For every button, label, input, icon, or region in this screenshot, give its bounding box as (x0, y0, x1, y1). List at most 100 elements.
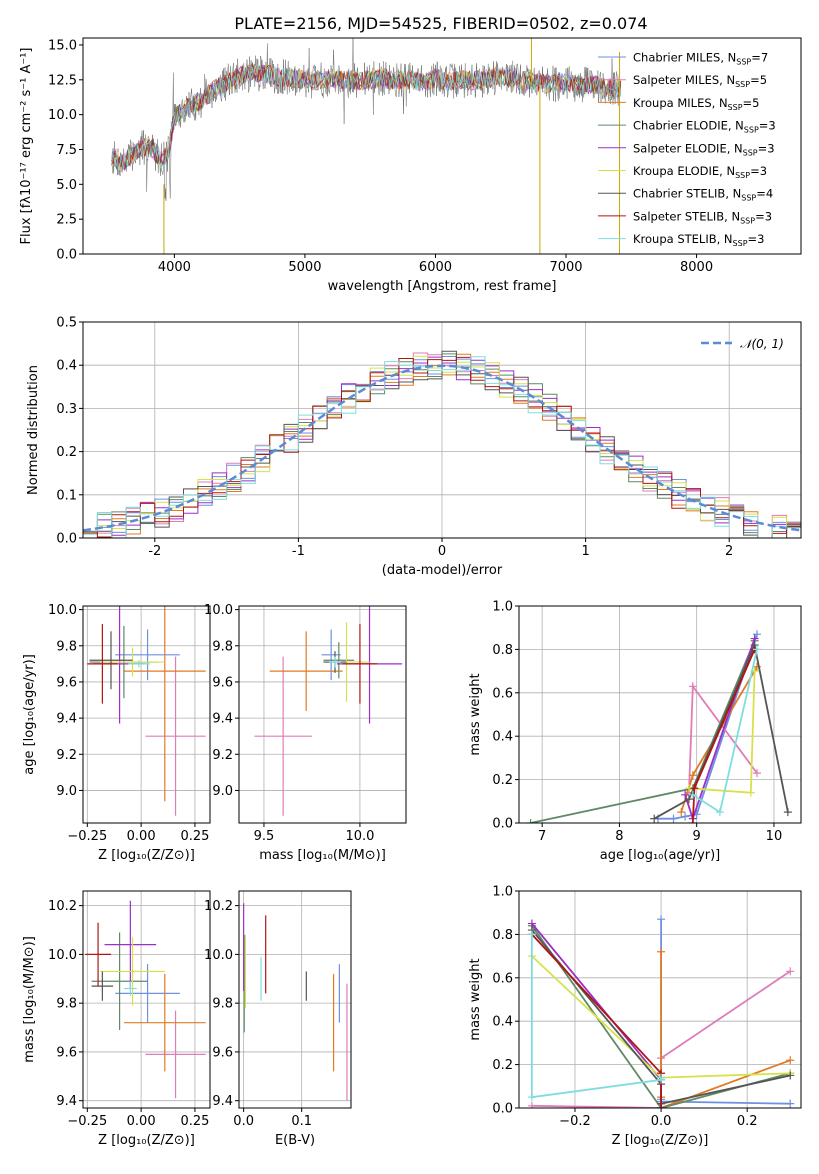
legend-label: Kroupa MILES, NSSP=5 (633, 96, 759, 112)
residuals-ytick-label: 0.3 (56, 402, 77, 417)
model-spectrum-salpeter-stelib (111, 64, 622, 170)
weight-line-kroupa-elodie (684, 667, 759, 797)
weight-line-kroupa-stelib-marker (752, 645, 761, 654)
weight_vs_age-xtick-label: 7 (538, 829, 546, 844)
weight-line-kroupa-stelib-marker (527, 1093, 536, 1102)
figure-title: PLATE=2156, MJD=54525, FIBERID=0502, z=0… (234, 14, 647, 33)
weight-line-chabrier-miles-marker (681, 812, 690, 821)
histogram-kroupa-stelib (83, 356, 801, 538)
mass_vs_Z-ytick-label: 10.0 (48, 948, 77, 963)
errorbar-chabrier-miles (321, 629, 341, 681)
mass_vs_ebv-ytick-label: 9.8 (212, 997, 233, 1012)
residuals-axes: -2 -1 0 1 2 0.0 0.1 0.2 0.3 0.4 0.5 (data-model)/er… (26, 316, 802, 578)
errorbar-kroupa-miles (123, 973, 206, 1072)
errorbar-salpeter-stelib (342, 624, 378, 704)
age_vs_mass-ytick-label: 9.4 (212, 712, 233, 727)
residuals-ytick-label: 0.2 (56, 445, 77, 460)
spectrum-ylabel: Flux [fλ10⁻¹⁷ erg cm⁻² s⁻¹ A⁻¹] (19, 48, 34, 245)
weight_vs_Z-xlabel: Z [log₁₀(Z/Z⊙)] (612, 1133, 709, 1148)
weight_vs_age-xtick-label: 10 (766, 829, 783, 844)
age_vs_Z-xtick-label: 0.25 (180, 829, 209, 844)
weight-line-kroupa-stelib-marker (657, 1073, 666, 1082)
weight-line-kroupa-stelib-marker (527, 930, 536, 939)
residuals-xtick-label: 0 (438, 544, 446, 559)
spectrum-ytick-label: 15.0 (48, 38, 77, 53)
weight_vs_age-frame (518, 605, 802, 824)
mass_vs_Z-ylabel: mass [log₁₀(M/M⊙)] (22, 936, 37, 1063)
age_vs_mass-xlabel: mass [log₁₀(M/M⊙)] (259, 848, 386, 863)
errorbar-salpeter-miles (145, 1010, 206, 1099)
age_vs_Z-frame (82, 605, 211, 824)
model-spectrum-chabrier-stelib (111, 65, 622, 170)
errorbar-chabrier-miles (115, 964, 180, 1023)
weight-line-salpeter-miles-marker (527, 1101, 536, 1108)
weight-line-chabrier-miles-marker (669, 814, 678, 823)
age_vs_mass-axes: 9.5 10.0 9.0 9.2 9.4 9.6 9.8 10.0 mass [log₁₀(M/… (204, 603, 407, 863)
weight-line-kroupa-miles-marker (677, 808, 686, 817)
mass_vs_Z-ytick-label: 9.6 (56, 1045, 77, 1060)
mass_vs_Z-xtick-label: 0.25 (180, 1114, 209, 1129)
weight_vs_Z-axes: −0.2 0.0 0.2 0.0 0.2 0.4 0.6 0.8 1.0 Z [log₁₀(Z/Z… (468, 885, 802, 1148)
errorbar-salpeter-elodie (104, 900, 157, 989)
age_vs_mass-frame (238, 605, 407, 824)
spectrum-ytick-label: 2.5 (56, 213, 77, 228)
residuals-ytick-label: 0.4 (56, 359, 77, 374)
weight_vs_age-ylabel: mass weight (468, 673, 483, 755)
legend-label: Chabrier ELODIE, NSSP=3 (633, 119, 776, 135)
errorbar-kroupa-stelib (128, 660, 150, 668)
weight-line-salpeter-miles-marker (752, 769, 761, 778)
weight_vs_Z-ylabel: mass weight (468, 958, 483, 1040)
weight_vs_Z-ytick-label: 0.0 (492, 1102, 513, 1117)
age_vs_mass-ytick-label: 9.0 (212, 784, 233, 799)
weight-line-chabrier-stelib (650, 641, 792, 823)
weight-line-chabrier-elodie-marker (526, 819, 535, 823)
residuals-xlabel: (data-model)/error (382, 563, 503, 578)
weight_vs_age-ytick-label: 0.8 (492, 643, 513, 658)
legend-label: Salpeter STELIB, NSSP=3 (633, 209, 772, 225)
age_vs_mass-ytick-label: 10.0 (204, 603, 233, 618)
gaussian-reference (83, 364, 801, 532)
spectrum-xtick-label: 8000 (680, 260, 713, 275)
weight-line-chabrier-elodie-path (530, 640, 756, 823)
weight-line-chabrier-miles-path (658, 633, 758, 820)
weight-line-kroupa-miles-marker (657, 947, 666, 956)
errorbar-kroupa-stelib (123, 981, 137, 996)
weight-line-chabrier-miles-marker (657, 915, 666, 924)
errorbar-salpeter-miles (145, 656, 206, 816)
spectrum-ytick-label: 12.5 (48, 73, 77, 88)
weight_vs_Z-xtick-label: −0.2 (559, 1114, 591, 1129)
age_vs_Z-xlabel: Z [log₁₀(Z/Z⊙)] (98, 848, 195, 863)
errorbar-chabrier-stelib (89, 631, 133, 690)
errorbar-chabrier-miles (115, 629, 180, 681)
weight_vs_age-axes: 7 8 9 10 0.0 0.2 0.4 0.6 0.8 1.0 age [log₁₀(age/yr… (468, 600, 802, 863)
weight-line-chabrier-miles-marker (786, 1099, 795, 1108)
mass_vs_ebv-ytick-label: 10.0 (204, 948, 233, 963)
errorbar-salpeter-stelib (87, 624, 118, 704)
mass_vs_ebv-axes: 0.0 0.1 9.4 9.6 9.8 10.0 10.2 E(B-V) (204, 890, 352, 1148)
weight-line-chabrier-stelib-marker (783, 808, 792, 817)
errorbar-salpeter-stelib (85, 922, 111, 987)
spectrum-ytick-label: 7.5 (56, 143, 77, 158)
age_vs_mass-ytick-label: 9.8 (212, 639, 233, 654)
age_vs_Z-ylabel: age [log₁₀(age/yr)] (22, 654, 37, 775)
legend-label: Kroupa STELIB, NSSP=3 (633, 232, 764, 248)
weight_vs_Z-xtick-label: 0.0 (651, 1114, 672, 1129)
legend-label: Chabrier STELIB, NSSP=4 (633, 187, 773, 203)
mass_vs_ebv-xtick-label: 0.0 (233, 1114, 254, 1129)
age_vs_Z-ytick-label: 9.0 (56, 784, 77, 799)
weight-line-kroupa-miles-marker (786, 1056, 795, 1065)
model-spectrum-kroupa-stelib (111, 63, 622, 171)
spectrum-xtick-label: 7000 (549, 260, 582, 275)
errorbar-salpeter-miles (254, 656, 312, 816)
weight-line-kroupa-miles (677, 662, 761, 817)
residuals-ytick-label: 0.0 (56, 532, 77, 547)
legend-label: Chabrier MILES, NSSP=7 (633, 51, 768, 67)
legend-label: Salpeter ELODIE, NSSP=3 (633, 141, 775, 157)
age_vs_Z-xtick-label: 0.00 (127, 829, 156, 844)
weight-line-kroupa-stelib-marker (688, 790, 697, 799)
errorbar-chabrier-stelib (91, 971, 114, 1001)
weight-line-salpeter-stelib-marker (657, 1104, 666, 1108)
spectrum-ytick-label: 5.0 (56, 178, 77, 193)
residuals-xtick-label: 2 (725, 544, 733, 559)
age_vs_Z-ytick-label: 9.4 (56, 712, 77, 727)
